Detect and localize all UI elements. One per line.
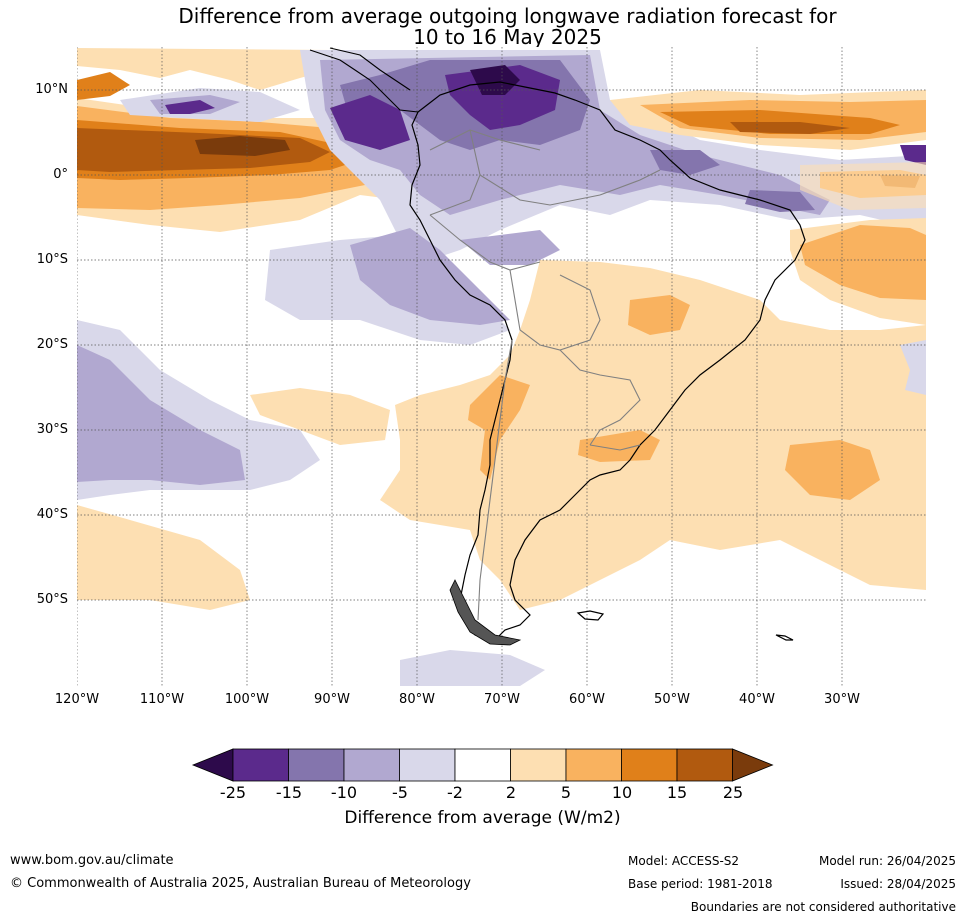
falkland-islands — [576, 610, 605, 621]
footer-model: Model: ACCESS-S2 — [628, 854, 740, 868]
colorbar-tick-label: -25 — [219, 783, 247, 802]
lat-label-40s: 40°S — [36, 507, 68, 522]
anomaly-neg-10-east-pacific — [350, 228, 510, 325]
footer-base-period: Base period: 1981-2018 — [628, 877, 773, 891]
lat-label-20s: 20°S — [36, 337, 68, 352]
colorbar-tick-label: 5 — [560, 783, 572, 802]
lat-label-30s: 30°S — [36, 422, 68, 437]
footer-copyright: © Commonwealth of Australia 2025, Austra… — [10, 876, 471, 891]
lon-label-100w: 100°W — [224, 692, 270, 707]
anomaly-neg-15-atlantic — [745, 190, 815, 212]
colorbar-tick-label: 25 — [722, 783, 744, 802]
colorbar-swatch — [232, 748, 289, 782]
colorbar-extend-low — [191, 748, 234, 782]
anomaly-neg-20-caribbean — [330, 95, 410, 150]
title-line-2: 10 to 16 May 2025 — [413, 25, 602, 49]
anomaly-pos-10-atlantic-east — [800, 225, 926, 300]
anomaly-neg-5-south-atlantic — [900, 340, 926, 395]
anomaly-neg-15-brazil-north — [650, 150, 720, 175]
anomaly-pos-5-sw-pacific — [77, 505, 250, 610]
anomaly-pos-20-atlantic-north — [730, 122, 850, 134]
south-america-coastline — [409, 81, 806, 641]
colorbar-swatch — [621, 748, 678, 782]
south-georgia — [775, 634, 794, 641]
anomaly-neg-25-venezuela — [470, 65, 520, 95]
anomaly-neg-20-venezuela — [445, 65, 560, 130]
lon-label-70w: 70°W — [484, 692, 520, 707]
colorbar-swatch — [343, 748, 400, 782]
colorbar-swatches — [191, 748, 774, 782]
footer-url: www.bom.gov.au/climate — [10, 853, 174, 868]
lat-label-10n: 10°N — [35, 82, 68, 97]
anomaly-neg-15-pacific — [165, 100, 215, 114]
footer-issued: Issued: 28/04/2025 — [840, 877, 956, 891]
colorbar-tick-label: -10 — [330, 783, 358, 802]
colorbar-swatch — [676, 748, 733, 782]
colorbar-tick-label: -15 — [275, 783, 303, 802]
anomaly-neg-15-atl-east — [900, 145, 926, 165]
anomaly-pos-15-pacific-north — [77, 72, 130, 100]
anomaly-neg-5-south-edge — [400, 650, 545, 686]
colorbar-tick-label: 15 — [666, 783, 688, 802]
graticule — [77, 47, 926, 686]
tierra-del-fuego — [449, 579, 522, 646]
lat-label-10s: 10°S — [36, 252, 68, 267]
lat-label-0: 0° — [53, 167, 68, 182]
country-borders — [429, 129, 661, 621]
lon-label-60w: 60°W — [569, 692, 605, 707]
colorbar-title: Difference from average (W/m2) — [344, 808, 621, 828]
colorbar-tick-label: -2 — [447, 783, 463, 802]
anomaly-neg-10-brazil-west — [460, 230, 560, 265]
colorbar-swatch — [454, 748, 511, 782]
colorbar-tick-label: 2 — [505, 783, 517, 802]
lon-label-30w: 30°W — [824, 692, 860, 707]
colorbar-swatch — [565, 748, 622, 782]
footer-model-run: Model run: 26/04/2025 — [818, 854, 956, 868]
central-america-coastline — [309, 47, 419, 113]
lon-label-40w: 40°W — [739, 692, 775, 707]
anomaly-field — [77, 47, 926, 686]
title-line-1: Difference from average outgoing longwav… — [178, 4, 837, 28]
lon-label-90w: 90°W — [314, 692, 350, 707]
anomaly-pos-5-continent — [380, 260, 926, 610]
anomaly-pos-10-atlantic-south — [785, 440, 880, 500]
colorbar-tick-label: 10 — [611, 783, 633, 802]
lat-label-50s: 50°S — [36, 592, 68, 607]
footer-disclaimer: Boundaries are not considered authoritat… — [690, 900, 956, 914]
colorbar-tick-label: -5 — [392, 783, 408, 802]
colorbar-swatch — [510, 748, 567, 782]
lon-label-80w: 80°W — [399, 692, 435, 707]
colorbar-swatch — [399, 748, 456, 782]
anomaly-pos-25-pacific-core — [195, 136, 290, 156]
anomaly-pos-10-brazil — [628, 295, 690, 335]
anomaly-pos-10-uruguay — [578, 430, 660, 462]
colorbar-swatch — [288, 748, 345, 782]
colorbar-extend-high — [732, 748, 774, 782]
anomaly-pos-5-atlantic-eq-band — [800, 162, 926, 210]
lon-label-120w: 120°W — [54, 692, 100, 707]
lon-label-50w: 50°W — [654, 692, 690, 707]
lon-label-110w: 110°W — [139, 692, 185, 707]
anomaly-pos-5-pacific-mid — [250, 388, 390, 445]
anomaly-pos-5-pacific-band — [77, 48, 330, 90]
anomaly-neg-10-south-pacific — [77, 345, 245, 485]
